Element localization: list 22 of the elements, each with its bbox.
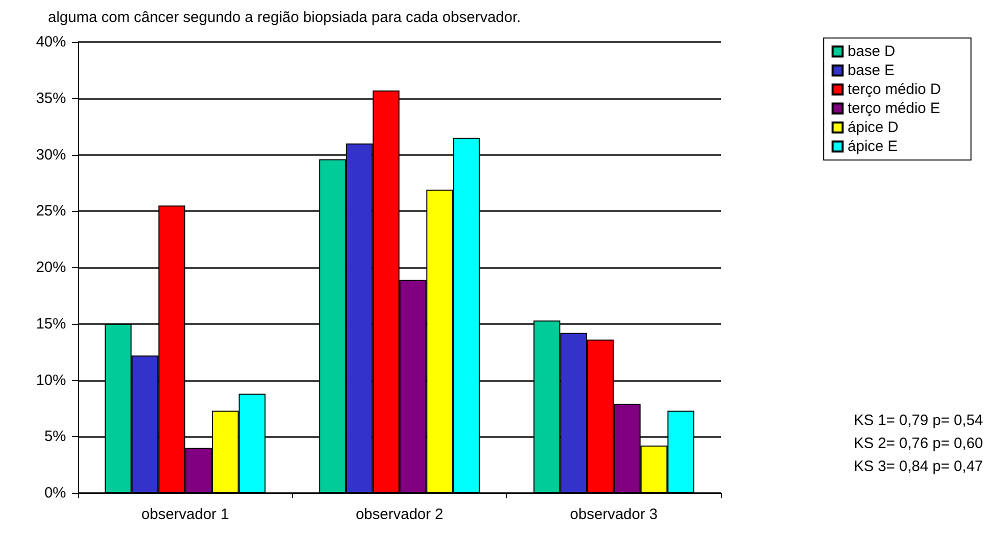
y-tick-label: 35% xyxy=(36,90,66,107)
legend-label: terço médio E xyxy=(848,100,940,117)
y-tick-label: 5% xyxy=(44,428,66,446)
legend-label: ápice D xyxy=(848,119,899,136)
legend-label: terço médio D xyxy=(848,81,942,98)
x-tick-label: observador 1 xyxy=(141,506,229,523)
y-tick-label: 25% xyxy=(36,202,66,220)
text: KS 1= 0,79 p= 0,54 xyxy=(854,412,984,429)
chart-title: alguma com câncer segundo a região biopsiada para cada observador. xyxy=(48,9,521,26)
x-tick-label: observador 2 xyxy=(356,506,444,523)
text: KS 3= 0,84 p= 0,47 xyxy=(854,458,984,475)
y-tick-label: 0% xyxy=(44,484,66,502)
y-tick-label: 15% xyxy=(36,315,66,332)
legend-label: base E xyxy=(848,62,894,79)
legend-label: base D xyxy=(848,43,896,60)
y-tick-label: 20% xyxy=(36,259,66,276)
text: KS 2= 0,76 p= 0,60 xyxy=(854,435,984,452)
y-tick-label: 30% xyxy=(36,146,66,164)
y-tick-label: 40% xyxy=(36,34,66,50)
legend-label: ápice E xyxy=(848,138,898,155)
y-tick-label: 10% xyxy=(36,372,66,389)
x-tick-label: observador 3 xyxy=(570,506,658,523)
